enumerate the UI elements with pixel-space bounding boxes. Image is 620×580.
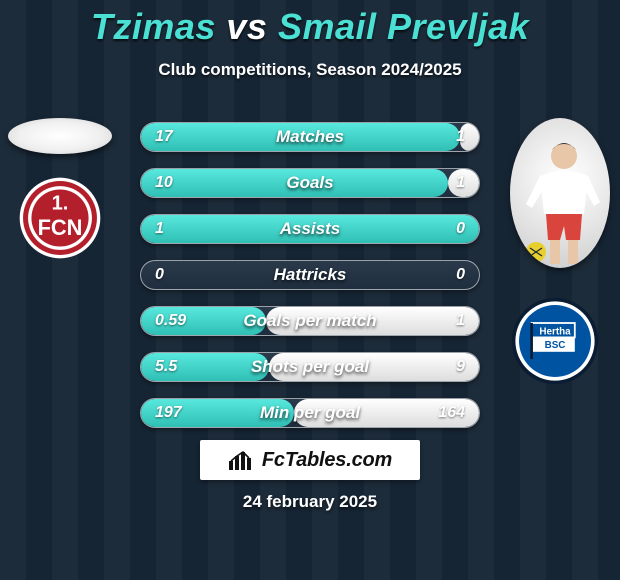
stat-row: Min per goal197 164: [140, 398, 480, 428]
stat-value-right: 0: [456, 215, 465, 243]
stat-label: Hattricks: [141, 261, 479, 289]
bars-icon: [228, 449, 254, 471]
stat-row: Assists1 0: [140, 214, 480, 244]
stat-value-right: 1: [456, 307, 465, 335]
stat-value-right: 0: [456, 261, 465, 289]
svg-text:BSC: BSC: [545, 340, 566, 351]
player1-avatar: [8, 118, 112, 154]
svg-text:Hertha: Hertha: [539, 327, 571, 338]
stat-row: Hattricks0 0: [140, 260, 480, 290]
title-player1: Tzimas: [91, 6, 216, 47]
stat-label: Matches: [141, 123, 479, 151]
stat-value-right: 9: [456, 353, 465, 381]
stat-row: Goals per match0.59 1: [140, 306, 480, 336]
stat-value-left: 0.59: [155, 307, 186, 335]
svg-text:FCN: FCN: [38, 215, 83, 240]
stat-label: Goals per match: [141, 307, 479, 335]
stat-value-left: 1: [155, 215, 164, 243]
stat-label: Assists: [141, 215, 479, 243]
stat-row: Shots per goal5.5 9: [140, 352, 480, 382]
stat-value-right: 1: [456, 169, 465, 197]
svg-text:1.: 1.: [52, 193, 69, 215]
stat-value-left: 10: [155, 169, 173, 197]
page-title: Tzimas vs Smail Prevljak: [0, 0, 620, 48]
player1-club-crest: 1. FCN: [18, 176, 102, 260]
watermark-fctables: FcTables.com: [200, 440, 420, 480]
stat-value-left: 0: [155, 261, 164, 289]
title-vs: vs: [226, 6, 267, 47]
stat-value-right: 1: [456, 123, 465, 151]
stat-label: Goals: [141, 169, 479, 197]
stat-value-left: 17: [155, 123, 173, 151]
subtitle: Club competitions, Season 2024/2025: [0, 60, 620, 80]
player2-avatar: [510, 118, 610, 268]
stat-label: Shots per goal: [141, 353, 479, 381]
stat-value-right: 164: [438, 399, 465, 427]
stat-value-left: 5.5: [155, 353, 177, 381]
stat-label: Min per goal: [141, 399, 479, 427]
watermark-label: FcTables.com: [262, 449, 392, 472]
title-player2: Smail Prevljak: [278, 6, 529, 47]
infographic-date: 24 february 2025: [0, 492, 620, 512]
player2-club-crest: Hertha BSC: [510, 296, 600, 386]
stat-row: Goals10 1: [140, 168, 480, 198]
stat-row: Matches17 1: [140, 122, 480, 152]
stats-panel: Matches171Goals101Assists10Hattricks00Go…: [140, 122, 480, 444]
stat-value-left: 197: [155, 399, 182, 427]
